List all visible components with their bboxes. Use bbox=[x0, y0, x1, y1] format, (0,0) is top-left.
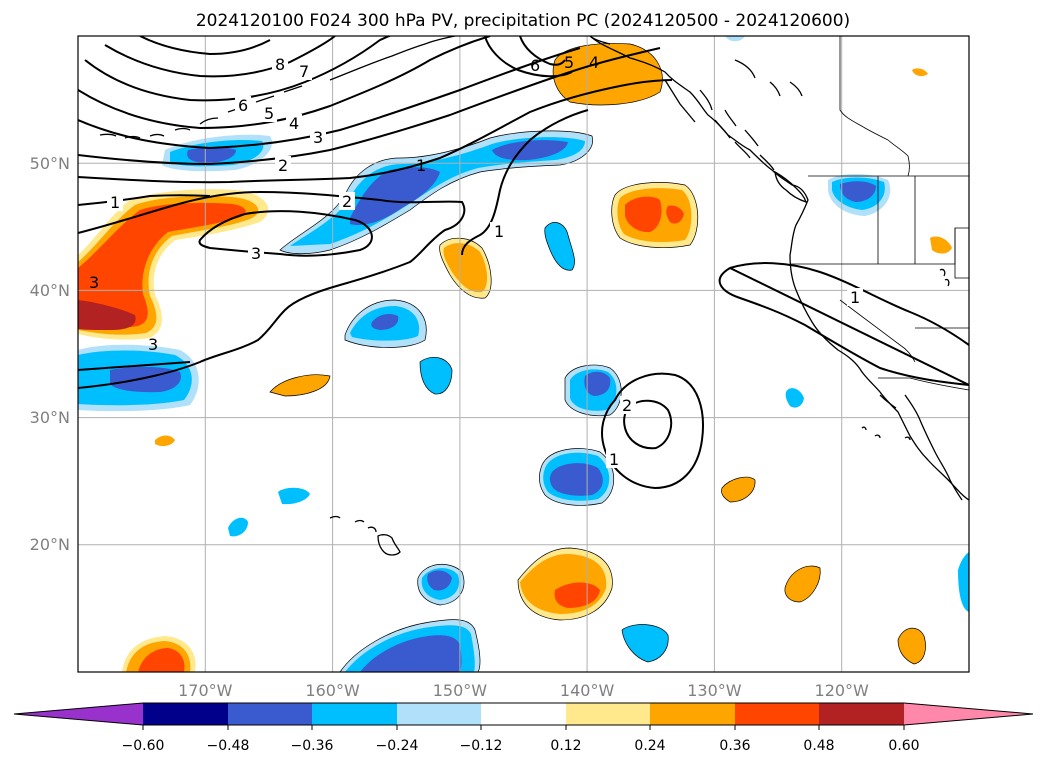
colorbar-tick-label: 0.36 bbox=[719, 738, 750, 754]
colorbar-tick-label: −0.60 bbox=[122, 738, 165, 754]
pv-label: 1 bbox=[416, 156, 426, 175]
pv-label: 6 bbox=[530, 56, 540, 75]
lon-tick-label: 140°W bbox=[560, 681, 615, 700]
precip-negative-33n-152w bbox=[420, 357, 452, 395]
lon-tick-label: 130°W bbox=[687, 681, 742, 700]
precip-positive-28n-168w bbox=[155, 435, 175, 447]
pv-contour-2-circle bbox=[623, 399, 673, 450]
colorbar-tick-label: 0.12 bbox=[550, 738, 581, 754]
pv-label: 7 bbox=[299, 62, 309, 81]
pv-label: 5 bbox=[564, 53, 574, 72]
pv-label: 5 bbox=[264, 104, 274, 123]
precip-positive-44n-113w bbox=[930, 236, 952, 254]
colorbar-tick-label: −0.36 bbox=[291, 738, 334, 754]
pv-label: 3 bbox=[148, 335, 158, 354]
pv-label: 1 bbox=[609, 450, 619, 469]
colorbar-tick-label: −0.48 bbox=[207, 738, 250, 754]
pv-contours bbox=[78, 36, 969, 490]
lon-tick-labels: 170°W 160°W 150°W 140°W 130°W 120°W bbox=[178, 681, 869, 700]
precip-positive-12n-114w bbox=[898, 628, 926, 664]
pv-label: 4 bbox=[589, 53, 599, 72]
pv-label: 2 bbox=[278, 156, 288, 175]
colorbar-bin bbox=[650, 703, 735, 725]
precip-positive-west-48 bbox=[78, 300, 136, 330]
precip-negative-31n-124w bbox=[785, 388, 804, 408]
precip-negative-22n-163w bbox=[278, 487, 310, 505]
map-frame bbox=[77, 35, 970, 673]
precip-negative-60n-133w bbox=[725, 36, 745, 42]
colorbar-tick-label: 0.24 bbox=[634, 738, 665, 754]
precip-positive-57n-112w bbox=[912, 68, 928, 77]
precip-positive-west-36 bbox=[78, 202, 246, 329]
precip-positive-17n-122w bbox=[784, 566, 821, 602]
vancouver-island bbox=[774, 170, 808, 204]
lon-tick-label: 120°W bbox=[815, 681, 870, 700]
pv-contour-2 bbox=[78, 79, 673, 184]
colorbar-bin bbox=[735, 703, 819, 725]
pv-contour-labels: 1 2 3 2 3 4 5 6 7 8 6 5 4 1 1 bbox=[89, 53, 863, 469]
lon-tick-label: 170°W bbox=[178, 681, 233, 700]
precip-negative-sw-36 bbox=[110, 366, 181, 393]
colorbar-bin bbox=[228, 703, 312, 725]
colorbar-bin bbox=[819, 703, 904, 725]
precip-positive-24n-128w bbox=[721, 477, 756, 502]
gridlines bbox=[78, 36, 969, 672]
north-america-coast bbox=[589, 36, 969, 501]
colorbar-extend-low bbox=[14, 703, 143, 725]
pv-label: 6 bbox=[238, 96, 248, 115]
pv-label: 1 bbox=[494, 222, 504, 241]
precip-outlines bbox=[269, 43, 926, 672]
pv-label: 3 bbox=[89, 273, 99, 292]
lat-tick-label: 40°N bbox=[30, 281, 70, 300]
coastlines bbox=[99, 36, 969, 556]
pv-label: 1 bbox=[850, 288, 860, 307]
precip-negative-16n-112w bbox=[958, 552, 969, 612]
colorbar-bin bbox=[143, 703, 228, 725]
pv-label: 2 bbox=[622, 396, 632, 415]
pv-label: 4 bbox=[289, 114, 299, 133]
pv-label: 3 bbox=[313, 128, 323, 147]
colorbar-tick-label: −0.12 bbox=[460, 738, 503, 754]
precip-negative-43n-140w bbox=[544, 222, 575, 271]
hawaiian-islands bbox=[329, 515, 401, 556]
lat-tick-label: 30°N bbox=[30, 408, 70, 427]
pv-contour-1-west bbox=[78, 194, 211, 206]
figure-title: 2024120100 F024 300 hPa PV, precipitatio… bbox=[196, 11, 850, 31]
pv-contour-3 bbox=[198, 210, 373, 257]
pv-contour-1-circle bbox=[601, 372, 704, 490]
baja-california-coast bbox=[904, 394, 963, 501]
colorbar-bin bbox=[481, 703, 566, 725]
pv-contour-1-central bbox=[461, 109, 589, 256]
lat-tick-label: 20°N bbox=[30, 535, 70, 554]
colorbar-tick-label: 0.60 bbox=[888, 738, 919, 754]
pv-label: 1 bbox=[110, 193, 120, 212]
pv-label: 3 bbox=[251, 244, 261, 263]
colorbar-extend-high bbox=[904, 703, 1033, 725]
precip-negative-21n-168w bbox=[228, 517, 248, 537]
colorbar-tick-label: −0.24 bbox=[376, 738, 419, 754]
pv-label: 8 bbox=[275, 55, 285, 74]
pv-label: 2 bbox=[342, 192, 352, 211]
lon-tick-label: 160°W bbox=[305, 681, 360, 700]
colorbar-tick-label: 0.48 bbox=[803, 738, 834, 754]
lat-tick-labels: 20°N 30°N 40°N 50°N bbox=[30, 154, 70, 554]
lat-tick-label: 50°N bbox=[30, 154, 70, 173]
colorbar-bin bbox=[566, 703, 650, 725]
alaska-coast bbox=[589, 36, 611, 45]
lon-tick-label: 150°W bbox=[433, 681, 488, 700]
colorbar-bin bbox=[312, 703, 397, 725]
colorbar-bin bbox=[397, 703, 481, 725]
colorbar: −0.60 −0.48 −0.36 −0.24 −0.12 0.12 0.24 … bbox=[13, 702, 1034, 754]
